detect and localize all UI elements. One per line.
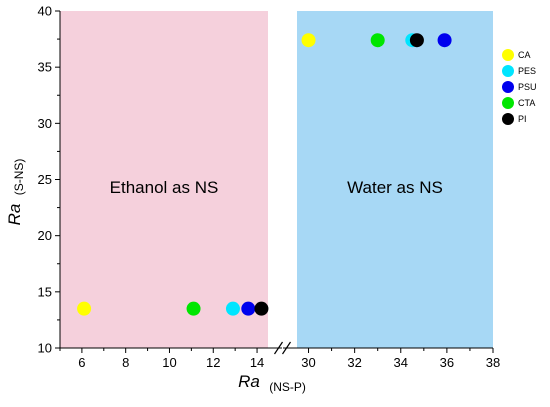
region-left [60, 11, 268, 348]
point-pi [409, 33, 424, 48]
y-tick-label: 35 [38, 60, 52, 75]
point-pi [254, 301, 269, 316]
point-psu [437, 33, 452, 48]
y-tick-label: 30 [38, 116, 52, 131]
legend-label-cta: CTA [518, 98, 535, 108]
region-labels: Ethanol as NS Water as NS [110, 178, 443, 197]
legend-label-pi: PI [518, 114, 527, 124]
point-cta [370, 33, 385, 48]
y-axis-title-sub: (S-NS) [12, 159, 26, 196]
legend-label-psu: PSU [518, 82, 537, 92]
legend: CA PES PSU CTA PI [502, 49, 537, 125]
y-tick-label: 25 [38, 172, 52, 187]
x-tick-label-left: 14 [250, 355, 264, 370]
x-axis-title: Ra (NS-P) [238, 372, 306, 394]
data-points [77, 33, 452, 316]
point-pes [225, 301, 240, 316]
region-label-right: Water as NS [347, 178, 443, 197]
region-right [297, 11, 493, 348]
y-tick-label: 15 [38, 284, 52, 299]
legend-marker-cta [502, 97, 514, 109]
legend-marker-pi [502, 113, 514, 125]
x-tick-label-right: 38 [486, 355, 500, 370]
x-tick-label-left: 10 [162, 355, 176, 370]
y-tick-label: 20 [38, 228, 52, 243]
y-axis-title: Ra (S-NS) [5, 159, 26, 226]
x-tick-label-right: 30 [301, 355, 315, 370]
x-axis-title-main: Ra [238, 372, 260, 391]
y-tick-label: 40 [38, 4, 52, 19]
legend-label-ca: CA [518, 50, 531, 60]
axis-break-mark [274, 341, 283, 355]
x-tick-label-right: 36 [440, 355, 454, 370]
x-tick-label-right: 34 [394, 355, 408, 370]
region-label-left: Ethanol as NS [110, 178, 219, 197]
legend-marker-ca [502, 49, 514, 61]
point-ca [77, 301, 92, 316]
point-ca [301, 33, 316, 48]
legend-label-pes: PES [518, 66, 536, 76]
y-tick-label: 10 [38, 341, 52, 356]
axes: 10 15 20 25 30 35 40 6 8 10 12 14 30 32 34 36 38 [38, 4, 501, 371]
x-tick-label-left: 8 [122, 355, 129, 370]
y-axis-title-main: Ra [5, 204, 24, 226]
x-tick-label-left: 6 [78, 355, 85, 370]
legend-marker-psu [502, 81, 514, 93]
x-axis-title-sub: (NS-P) [269, 380, 306, 394]
point-cta [186, 301, 201, 316]
point-psu [241, 301, 256, 316]
region-backgrounds [60, 11, 493, 348]
x-tick-label-left: 12 [206, 355, 220, 370]
legend-marker-pes [502, 65, 514, 77]
x-tick-label-right: 32 [347, 355, 361, 370]
axis-break-mark [282, 341, 291, 355]
